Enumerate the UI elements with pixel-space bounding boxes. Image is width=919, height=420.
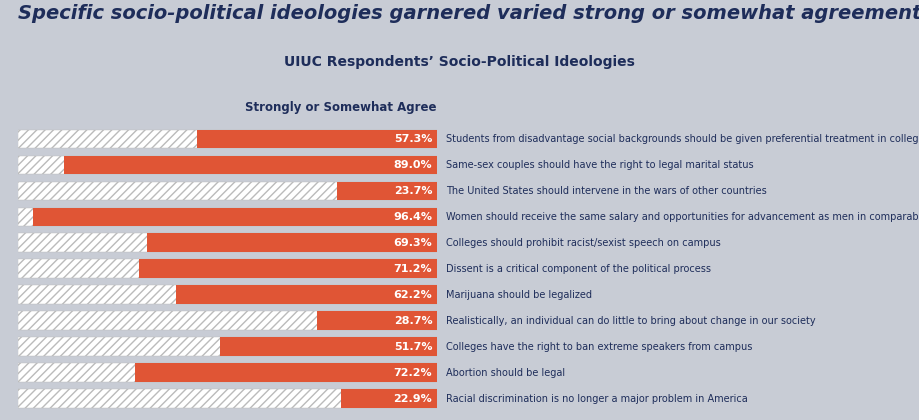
Bar [18, 181, 437, 200]
Text: Same-sex couples should have the right to legal marital status: Same-sex couples should have the right t… [446, 160, 754, 170]
Text: 69.3%: 69.3% [393, 238, 432, 248]
Bar [197, 130, 437, 148]
Bar [18, 130, 437, 148]
Bar [316, 311, 437, 330]
Bar [134, 363, 437, 382]
Text: Colleges have the right to ban extreme speakers from campus: Colleges have the right to ban extreme s… [446, 342, 752, 352]
Text: Students from disadvantage social backgrounds should be given preferential treat: Students from disadvantage social backgr… [446, 134, 919, 144]
Bar [139, 260, 437, 278]
Text: 28.7%: 28.7% [393, 316, 432, 326]
Bar [18, 311, 437, 330]
Text: Realistically, an individual can do little to bring about change in our society: Realistically, an individual can do litt… [446, 316, 815, 326]
Text: Abortion should be legal: Abortion should be legal [446, 368, 565, 378]
Text: 23.7%: 23.7% [394, 186, 432, 196]
Bar [64, 155, 437, 174]
Bar [18, 207, 437, 226]
Bar [337, 181, 437, 200]
Text: 22.9%: 22.9% [393, 394, 432, 404]
Text: 96.4%: 96.4% [393, 212, 432, 222]
Text: The United States should intervene in the wars of other countries: The United States should intervene in th… [446, 186, 766, 196]
Text: Strongly or Somewhat Agree: Strongly or Somewhat Agree [245, 101, 437, 114]
Bar [18, 363, 437, 382]
Bar [341, 389, 437, 408]
Bar [18, 234, 437, 252]
Bar [18, 155, 437, 174]
Bar [221, 337, 437, 356]
Text: UIUC Respondents’ Socio-Political Ideologies: UIUC Respondents’ Socio-Political Ideolo… [284, 55, 635, 68]
Text: 62.2%: 62.2% [393, 290, 432, 300]
Bar [176, 286, 437, 304]
Bar [147, 234, 437, 252]
Text: 71.2%: 71.2% [393, 264, 432, 274]
Text: 72.2%: 72.2% [393, 368, 432, 378]
Text: Women should receive the same salary and opportunities for advancement as men in: Women should receive the same salary and… [446, 212, 919, 222]
Bar [18, 389, 437, 408]
Text: Racial discrimination is no longer a major problem in America: Racial discrimination is no longer a maj… [446, 394, 747, 404]
Text: 51.7%: 51.7% [394, 342, 432, 352]
Bar [18, 286, 437, 304]
Text: Marijuana should be legalized: Marijuana should be legalized [446, 290, 592, 300]
Bar [18, 260, 437, 278]
Text: 89.0%: 89.0% [393, 160, 432, 170]
Text: Colleges should prohibit racist/sexist speech on campus: Colleges should prohibit racist/sexist s… [446, 238, 720, 248]
Text: Specific socio-political ideologies garnered varied strong or somewhat agreement: Specific socio-political ideologies garn… [18, 4, 919, 23]
Bar [33, 207, 437, 226]
Bar [18, 337, 437, 356]
Text: Dissent is a critical component of the political process: Dissent is a critical component of the p… [446, 264, 710, 274]
Text: 57.3%: 57.3% [394, 134, 432, 144]
